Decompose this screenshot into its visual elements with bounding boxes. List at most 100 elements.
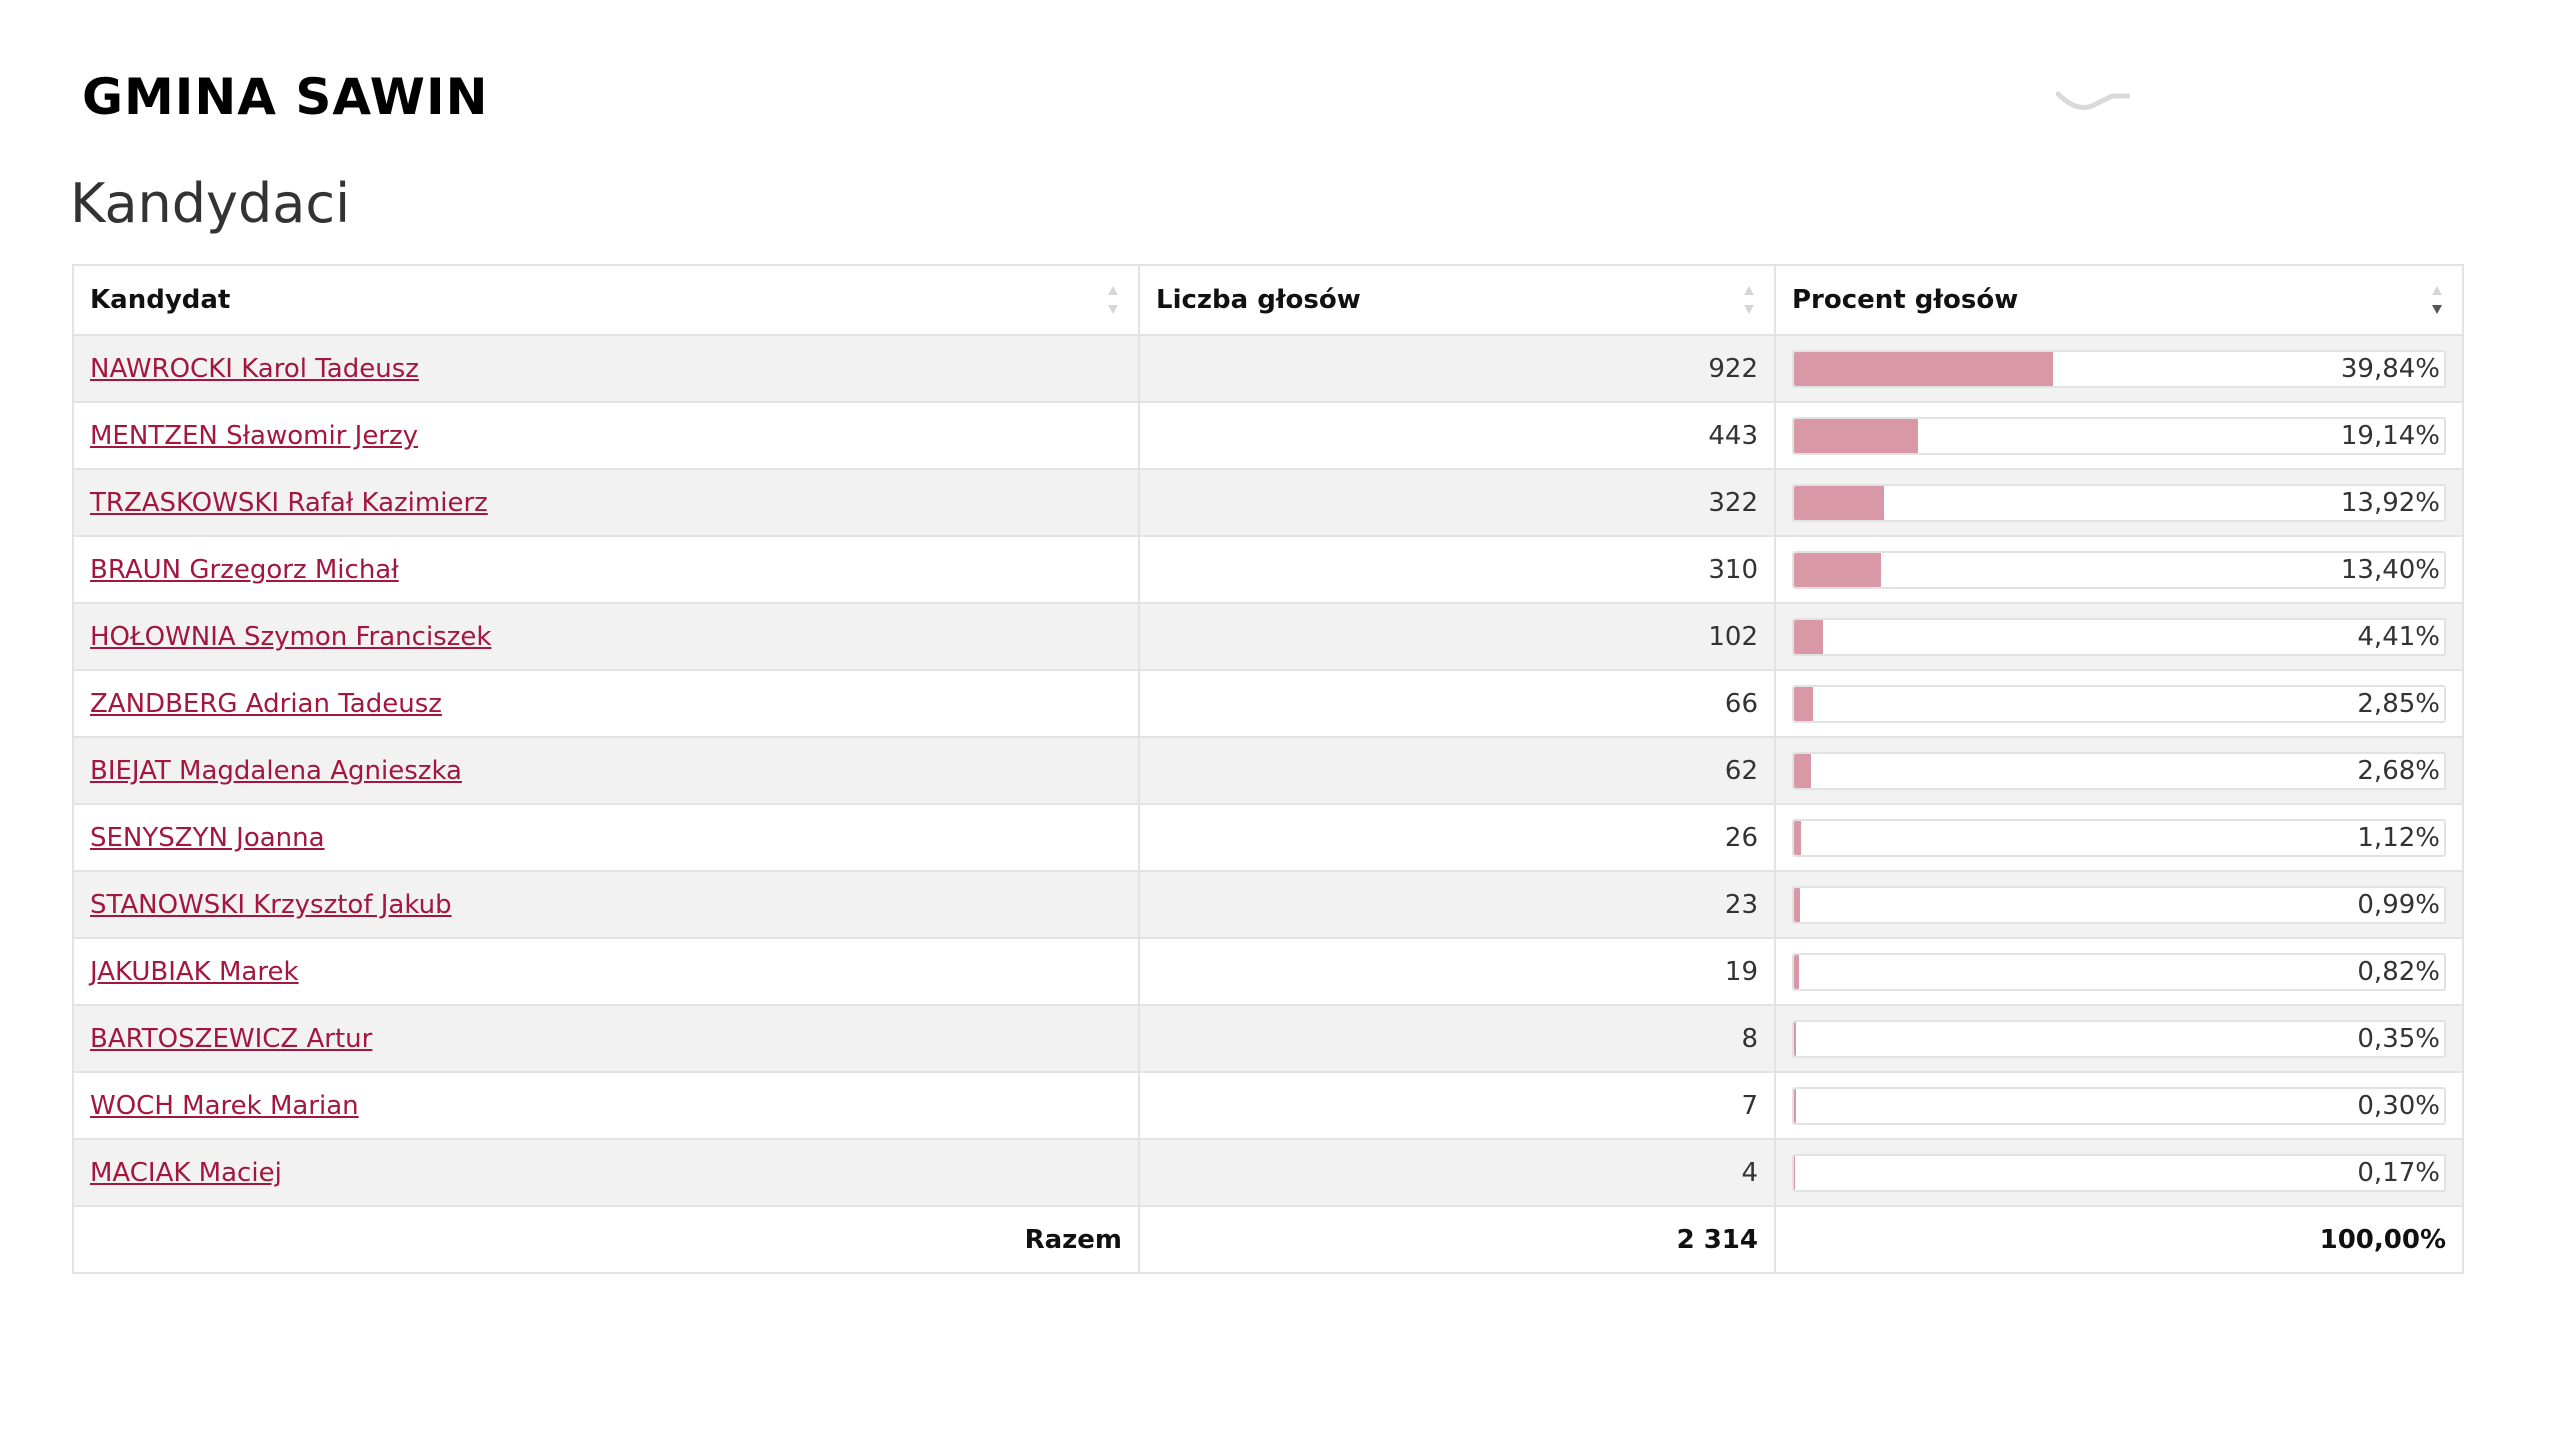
- percent-cell: 2,85%: [1774, 669, 2464, 738]
- votes-cell: 66: [1138, 669, 1776, 738]
- candidate-cell: NAWROCKI Karol Tadeusz: [72, 334, 1140, 403]
- total-percent: 100,00%: [1774, 1205, 2464, 1274]
- sort-both-icon[interactable]: [1742, 283, 1756, 317]
- percent-bar: 4,41%: [1792, 617, 2446, 656]
- percent-cell: 0,82%: [1774, 937, 2464, 1006]
- candidate-cell: BRAUN Grzegorz Michał: [72, 535, 1140, 604]
- percent-cell: 0,99%: [1774, 870, 2464, 939]
- votes-cell: 102: [1138, 602, 1776, 671]
- percent-bar: 0,30%: [1792, 1086, 2446, 1125]
- candidate-cell: HOŁOWNIA Szymon Franciszek: [72, 602, 1140, 671]
- header-candidate[interactable]: Kandydat: [72, 264, 1140, 336]
- candidate-link[interactable]: NAWROCKI Karol Tadeusz: [90, 353, 419, 384]
- table-row: HOŁOWNIA Szymon Franciszek 102 4,41%: [72, 602, 2464, 671]
- candidate-cell: JAKUBIAK Marek: [72, 937, 1140, 1006]
- candidate-link[interactable]: JAKUBIAK Marek: [90, 956, 299, 987]
- percent-bar: 0,17%: [1792, 1153, 2446, 1192]
- percent-label: 4,41%: [2357, 621, 2440, 652]
- candidates-table: Kandydat Liczba głosów Procent głosów: [72, 264, 2464, 1274]
- percent-cell: 19,14%: [1774, 401, 2464, 470]
- percent-label: 0,35%: [2357, 1023, 2440, 1054]
- table-row: TRZASKOWSKI Rafał Kazimierz 322 13,92%: [72, 468, 2464, 537]
- percent-bar: 0,99%: [1792, 885, 2446, 924]
- percent-bar: 19,14%: [1792, 416, 2446, 455]
- percent-cell: 0,35%: [1774, 1004, 2464, 1073]
- table-body: NAWROCKI Karol Tadeusz 922 39,84% MENTZEN S…: [72, 334, 2464, 1207]
- candidate-link[interactable]: HOŁOWNIA Szymon Franciszek: [90, 621, 492, 652]
- candidate-link[interactable]: BARTOSZEWICZ Artur: [90, 1023, 373, 1054]
- table-row: NAWROCKI Karol Tadeusz 922 39,84%: [72, 334, 2464, 403]
- percent-cell: 4,41%: [1774, 602, 2464, 671]
- percent-label: 13,40%: [2340, 554, 2440, 585]
- percent-bar-fill: [1794, 753, 1812, 788]
- table-row: BARTOSZEWICZ Artur 8 0,35%: [72, 1004, 2464, 1073]
- votes-cell: 26: [1138, 803, 1776, 872]
- table-footer-row: Razem 2 314 100,00%: [72, 1205, 2464, 1274]
- percent-bar-fill: [1794, 820, 1802, 855]
- sort-both-icon[interactable]: [1106, 283, 1120, 317]
- percent-label: 1,12%: [2357, 822, 2440, 853]
- votes-cell: 7: [1138, 1071, 1776, 1140]
- header-percent[interactable]: Procent głosów: [1774, 264, 2464, 336]
- candidate-cell: SENYSZYN Joanna: [72, 803, 1140, 872]
- candidate-link[interactable]: STANOWSKI Krzysztof Jakub: [90, 889, 452, 920]
- percent-cell: 39,84%: [1774, 334, 2464, 403]
- percent-cell: 13,40%: [1774, 535, 2464, 604]
- candidate-link[interactable]: BIEJAT Magdalena Agnieszka: [90, 755, 462, 786]
- candidate-link[interactable]: BRAUN Grzegorz Michał: [90, 554, 399, 585]
- percent-bar: 2,68%: [1792, 751, 2446, 790]
- percent-bar: 13,92%: [1792, 483, 2446, 522]
- percent-bar: 1,12%: [1792, 818, 2446, 857]
- total-label: Razem: [72, 1205, 1140, 1274]
- percent-bar: 0,35%: [1792, 1019, 2446, 1058]
- votes-cell: 62: [1138, 736, 1776, 805]
- percent-bar-fill: [1794, 887, 1801, 922]
- votes-cell: 922: [1138, 334, 1776, 403]
- percent-bar: 0,82%: [1792, 952, 2446, 991]
- percent-label: 39,84%: [2340, 353, 2440, 384]
- percent-label: 13,92%: [2340, 487, 2440, 518]
- percent-label: 2,85%: [2357, 688, 2440, 719]
- percent-cell: 0,30%: [1774, 1071, 2464, 1140]
- table-header-row: Kandydat Liczba głosów Procent głosów: [72, 264, 2464, 336]
- votes-cell: 19: [1138, 937, 1776, 1006]
- percent-bar-fill: [1794, 1088, 1796, 1123]
- percent-bar-fill: [1794, 485, 1885, 520]
- percent-bar: 2,85%: [1792, 684, 2446, 723]
- percent-bar-fill: [1794, 552, 1882, 587]
- candidate-link[interactable]: SENYSZYN Joanna: [90, 822, 325, 853]
- percent-bar-fill: [1794, 1155, 1796, 1190]
- candidate-link[interactable]: TRZASKOWSKI Rafał Kazimierz: [90, 487, 488, 518]
- votes-cell: 23: [1138, 870, 1776, 939]
- percent-bar: 13,40%: [1792, 550, 2446, 589]
- percent-bar-fill: [1794, 686, 1813, 721]
- percent-label: 0,17%: [2357, 1157, 2440, 1188]
- candidate-cell: MACIAK Maciej: [72, 1138, 1140, 1207]
- candidate-cell: BARTOSZEWICZ Artur: [72, 1004, 1140, 1073]
- votes-cell: 322: [1138, 468, 1776, 537]
- sort-desc-icon[interactable]: [2430, 283, 2444, 317]
- percent-label: 19,14%: [2340, 420, 2440, 451]
- candidate-link[interactable]: ZANDBERG Adrian Tadeusz: [90, 688, 442, 719]
- section-title: Kandydaci: [70, 172, 351, 235]
- percent-cell: 1,12%: [1774, 803, 2464, 872]
- page-title: GMINA SAWIN: [82, 68, 489, 126]
- candidate-cell: BIEJAT Magdalena Agnieszka: [72, 736, 1140, 805]
- table-row: JAKUBIAK Marek 19 0,82%: [72, 937, 2464, 1006]
- candidate-cell: TRZASKOWSKI Rafał Kazimierz: [72, 468, 1140, 537]
- percent-label: 0,30%: [2357, 1090, 2440, 1121]
- candidate-link[interactable]: MENTZEN Sławomir Jerzy: [90, 420, 419, 451]
- percent-cell: 0,17%: [1774, 1138, 2464, 1207]
- header-votes[interactable]: Liczba głosów: [1138, 264, 1776, 336]
- table-row: MENTZEN Sławomir Jerzy 443 19,14%: [72, 401, 2464, 470]
- candidate-link[interactable]: MACIAK Maciej: [90, 1157, 282, 1188]
- header-votes-label: Liczba głosów: [1156, 285, 1361, 315]
- votes-cell: 443: [1138, 401, 1776, 470]
- candidate-cell: MENTZEN Sławomir Jerzy: [72, 401, 1140, 470]
- candidate-link[interactable]: WOCH Marek Marian: [90, 1090, 359, 1121]
- table-row: MACIAK Maciej 4 0,17%: [72, 1138, 2464, 1207]
- table-row: STANOWSKI Krzysztof Jakub 23 0,99%: [72, 870, 2464, 939]
- percent-bar-fill: [1794, 351, 2053, 386]
- table-row: SENYSZYN Joanna 26 1,12%: [72, 803, 2464, 872]
- votes-cell: 8: [1138, 1004, 1776, 1073]
